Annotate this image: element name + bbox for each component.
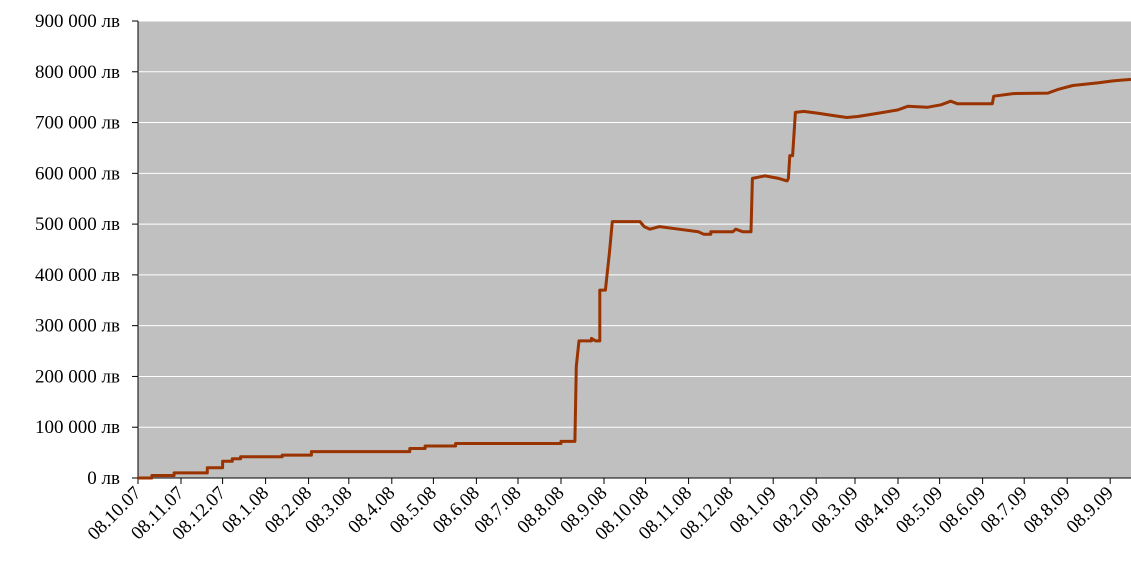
y-tick-label: 300 000 лв xyxy=(35,316,120,337)
x-tick-label: 08.5.09 xyxy=(892,483,947,538)
y-tick-label: 700 000 лв xyxy=(35,113,120,134)
x-tick-label: 08.9.09 xyxy=(1063,483,1118,538)
x-tick-label: 08.1.09 xyxy=(726,483,781,538)
x-tick-label: 08.8.09 xyxy=(1020,483,1075,538)
x-tick-label: 08.8.08 xyxy=(513,483,568,538)
y-tick-label: 200 000 лв xyxy=(35,366,120,387)
x-tick-label: 08.1.08 xyxy=(218,483,273,538)
y-tick-label: 100 000 лв xyxy=(35,417,120,438)
y-tick-label: 600 000 лв xyxy=(35,163,120,184)
y-tick-label: 400 000 лв xyxy=(35,265,120,286)
x-tick-label: 08.5.08 xyxy=(386,483,441,538)
x-tick-label: 08.7.09 xyxy=(977,483,1032,538)
y-tick-label: 500 000 лв xyxy=(35,214,120,235)
y-tick-label: 900 000 лв xyxy=(35,11,120,32)
y-tick-label: 0 лв xyxy=(87,468,120,489)
plot-area xyxy=(138,21,1131,478)
data-line xyxy=(138,77,1131,480)
x-tick-label: 08.7.08 xyxy=(470,483,525,538)
y-tick-label: 800 000 лв xyxy=(35,62,120,83)
